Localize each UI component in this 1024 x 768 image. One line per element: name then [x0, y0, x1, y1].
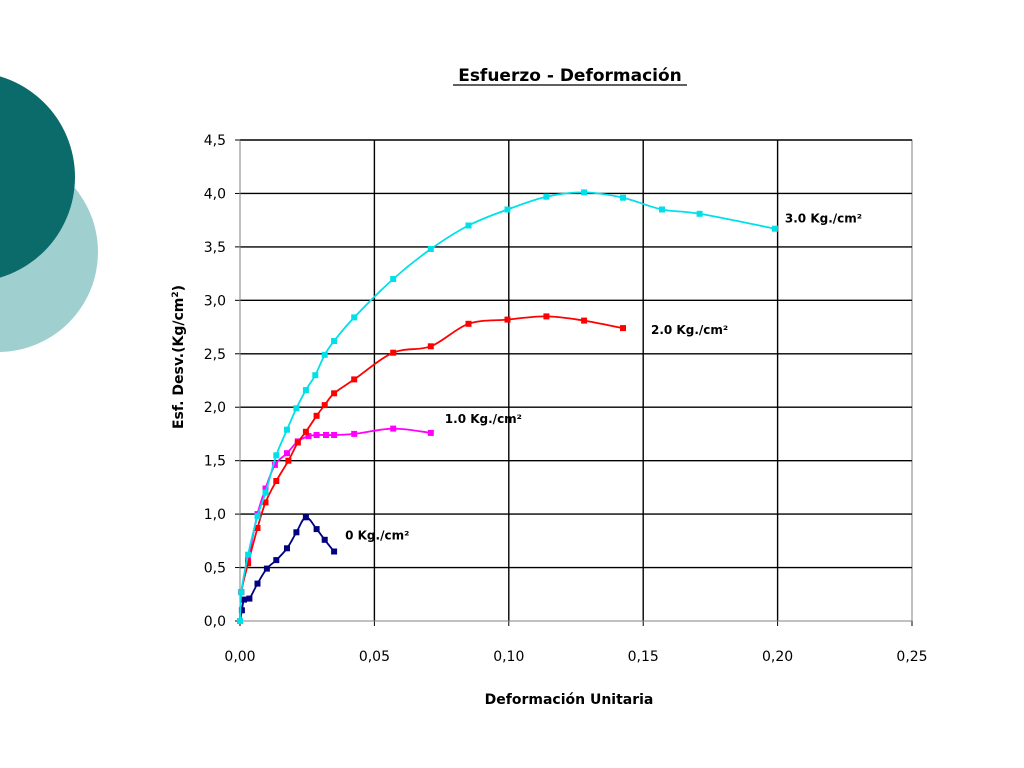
data-point: [696, 210, 703, 217]
data-point: [620, 194, 626, 201]
data-point: [323, 432, 329, 438]
data-point: [351, 314, 358, 321]
data-point: [771, 225, 778, 232]
data-point: [273, 452, 280, 459]
data-point: [293, 529, 300, 536]
data-point: [427, 429, 434, 436]
data-point: [427, 246, 434, 252]
data-point: [313, 526, 320, 533]
x-tick-label: 0,25: [896, 649, 927, 665]
y-tick-label: 4,5: [204, 133, 226, 149]
y-tick-label: 0,0: [204, 614, 226, 630]
data-point: [321, 536, 328, 543]
data-point: [312, 372, 319, 379]
x-axis-title: Deformación Unitaria: [485, 692, 654, 708]
data-point: [284, 426, 290, 433]
data-point: [504, 316, 511, 323]
x-tick-label: 0,15: [628, 649, 659, 665]
data-point: [390, 276, 397, 282]
series-labels: 0 Kg./cm² 1.0 Kg./cm² 2.0 Kg./cm² 3.0 Kg./c…: [345, 212, 862, 543]
data-point: [659, 206, 665, 213]
y-tick-label: 2,0: [204, 400, 226, 416]
series-label: 2.0 Kg./cm²: [651, 323, 728, 337]
y-tick-label: 4,0: [204, 186, 226, 202]
data-point: [262, 485, 269, 492]
data-point: [241, 596, 247, 603]
x-tick-label: 0,10: [493, 649, 524, 665]
data-point: [245, 560, 252, 567]
data-point: [284, 545, 290, 552]
data-point: [581, 317, 588, 324]
data-point: [331, 338, 338, 344]
y-tick-label: 1,0: [204, 507, 226, 523]
y-tick-label: 0,5: [204, 561, 226, 577]
data-point: [294, 439, 301, 446]
x-tick-label: 0,20: [762, 649, 793, 665]
chart-title: Esfuerzo - Deformación: [458, 66, 682, 86]
y-tick-label: 3,0: [204, 293, 226, 309]
data-point: [271, 461, 278, 468]
data-point: [313, 432, 320, 438]
x-tick-label: 0,05: [359, 649, 390, 665]
data-point: [262, 499, 269, 506]
axis-ticks: 0,00 0,05 0,10 0,15 0,20 0,25 0,0 0,5 1,0 1,5 2,0 2…: [204, 133, 928, 665]
data-point: [504, 206, 511, 213]
series-label: 1.0 Kg./cm²: [445, 412, 522, 426]
data-point: [285, 457, 292, 464]
y-axis-title: Esf. Desv.(Kg/cm2): [171, 285, 187, 429]
data-point: [302, 428, 309, 435]
data-point: [351, 430, 358, 437]
data-point: [620, 325, 626, 332]
data-point: [331, 390, 338, 397]
data-point: [254, 580, 261, 587]
data-point: [254, 525, 261, 531]
series-label: 3.0 Kg./cm²: [785, 212, 862, 226]
data-point: [302, 387, 309, 394]
series-0: [237, 514, 338, 624]
data-point: [263, 565, 270, 572]
data-point: [284, 450, 290, 457]
data-point: [262, 489, 269, 496]
x-tick-label: 0,00: [224, 649, 255, 665]
data-point: [305, 433, 312, 440]
data-point: [465, 320, 472, 327]
y-tick-label: 1,5: [204, 454, 226, 470]
data-point: [293, 405, 300, 412]
data-point: [313, 412, 320, 419]
data-point: [331, 432, 338, 438]
data-point: [254, 513, 261, 520]
data-point: [321, 351, 328, 358]
data-point: [390, 349, 397, 356]
data-point: [321, 402, 328, 409]
series-label: 0 Kg./cm²: [345, 529, 409, 543]
data-point: [238, 589, 245, 596]
series-3: [237, 189, 778, 624]
data-point: [273, 557, 280, 564]
data-point: [245, 551, 252, 558]
data-point: [465, 222, 472, 229]
y-tick-label: 3,5: [204, 240, 226, 256]
data-point: [543, 313, 550, 320]
data-point: [237, 618, 243, 624]
y-tick-label: 2,5: [204, 347, 226, 363]
data-point: [543, 193, 550, 200]
data-point: [351, 376, 358, 383]
series-layer: [237, 189, 778, 624]
data-point: [390, 425, 397, 432]
data-point: [581, 189, 588, 196]
data-point: [246, 595, 253, 602]
dark-teal-circle: [0, 76, 75, 278]
data-point: [331, 548, 338, 555]
data-point: [273, 478, 280, 484]
data-point: [302, 514, 309, 521]
data-point: [238, 607, 245, 614]
grid-lines: [240, 139, 912, 621]
data-point: [427, 343, 434, 350]
